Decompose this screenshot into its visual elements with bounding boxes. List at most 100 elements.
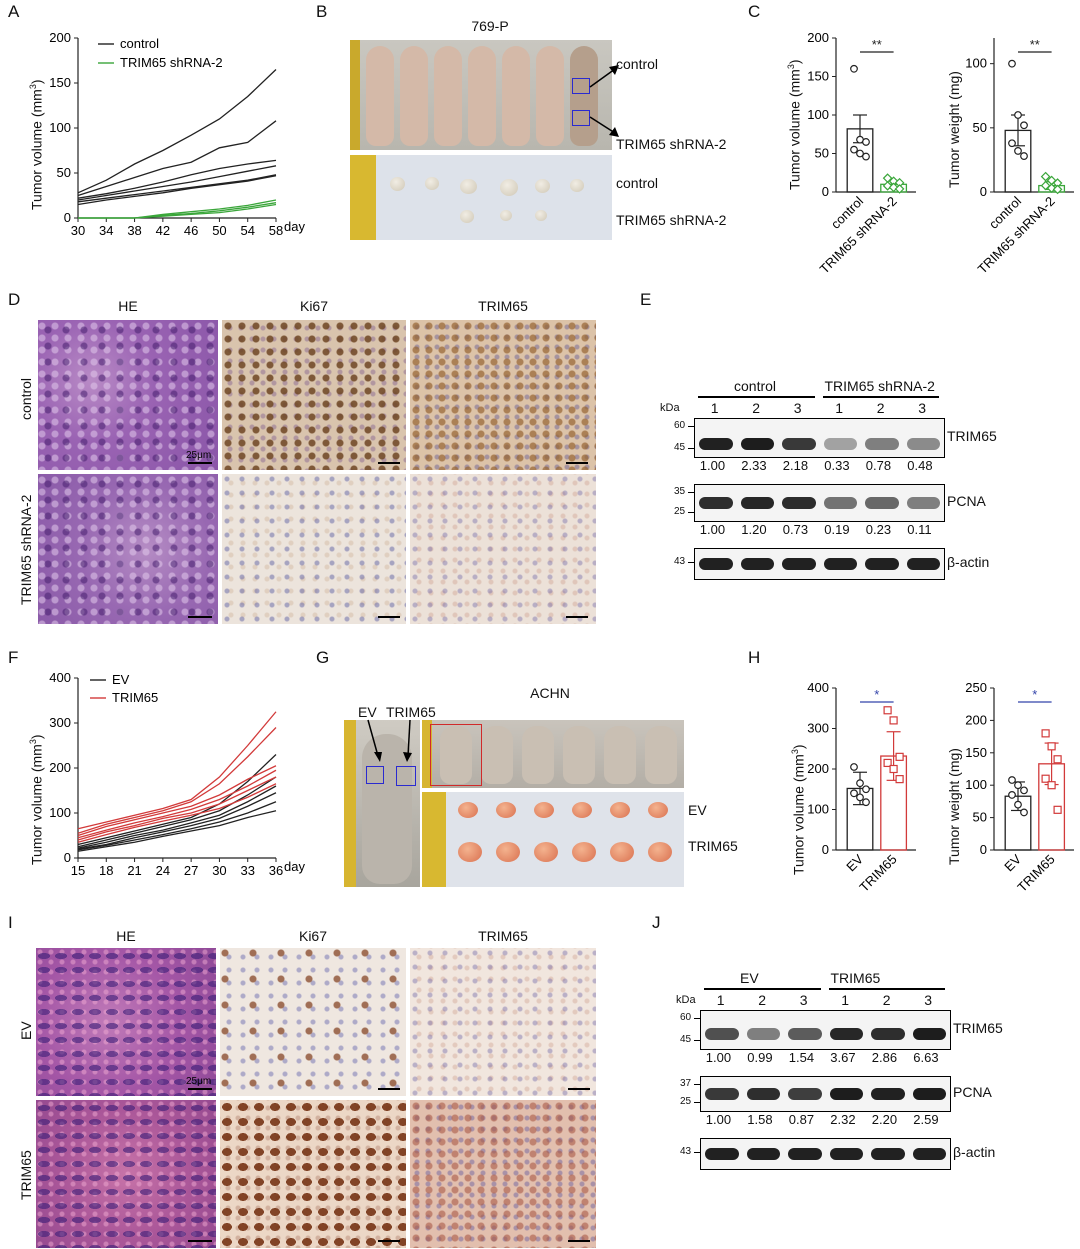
- y-tick-label: 50: [815, 146, 829, 161]
- mouse: [536, 46, 564, 146]
- data-point: [1041, 729, 1050, 738]
- panel-b-arrows: [589, 65, 619, 137]
- series-line-control: [77, 120, 277, 197]
- band: [829, 1088, 863, 1100]
- panel-d-scale-label: 25μm: [186, 450, 212, 461]
- series-line-ev: [77, 810, 277, 852]
- panel-g-row-trim: TRIM65: [688, 838, 738, 854]
- marker-label: 25: [674, 506, 686, 517]
- tumor: [496, 802, 516, 818]
- y-tick-label: 50: [973, 810, 987, 825]
- y-tick-label: 200: [49, 30, 71, 45]
- blot-name: β-actin: [953, 1144, 996, 1160]
- data-point: [1052, 184, 1063, 195]
- marker-label: 60: [680, 1012, 692, 1023]
- data-point: [1008, 59, 1016, 68]
- data-point: [1008, 791, 1016, 799]
- series-line-trim65: [77, 769, 277, 839]
- band: [699, 558, 733, 570]
- marker-tick: [694, 1102, 700, 1103]
- quantification-value: 0.23: [865, 522, 892, 537]
- panel-b-label-shrna: TRIM65 shRNA-2: [616, 136, 727, 152]
- data-point: [856, 149, 864, 158]
- mouse: [468, 46, 496, 146]
- lane-label: 1: [710, 400, 719, 416]
- series-line-ev: [77, 754, 277, 846]
- mouse: [502, 46, 530, 146]
- panel-d-col-ki67: Ki67: [299, 298, 329, 314]
- quantification-value: 6.63: [913, 1050, 939, 1065]
- marker-tick: [694, 1084, 700, 1085]
- quantification-value: 1.20: [741, 522, 767, 537]
- series-line-control: [77, 174, 277, 203]
- marker-label: 37: [680, 1078, 692, 1089]
- y-tick-label: 100: [49, 805, 71, 820]
- quantification-value: 0.73: [782, 522, 809, 537]
- tumor-box-control: [572, 78, 590, 94]
- quantification-value: 2.32: [830, 1112, 856, 1127]
- quantification-value: 1.00: [705, 1112, 732, 1127]
- y-tick-label: 400: [807, 680, 829, 695]
- data-point: [1047, 742, 1056, 751]
- marker-label: 45: [674, 442, 686, 453]
- blot-trim65: [694, 418, 945, 458]
- scale-bar: [566, 616, 588, 618]
- band: [740, 558, 774, 570]
- data-point: [850, 789, 858, 798]
- group-label: TRIM65: [830, 970, 881, 986]
- quantification-value: 0.19: [824, 522, 850, 537]
- significance-stars: **: [872, 37, 882, 52]
- data-point: [1008, 776, 1016, 784]
- tumor: [425, 177, 439, 190]
- tumor: [534, 842, 558, 862]
- group-label: control: [734, 378, 777, 394]
- band: [871, 1028, 905, 1040]
- panel-b-title: 769-P: [471, 18, 509, 34]
- marker-tick: [688, 562, 694, 563]
- tumor: [535, 179, 550, 193]
- panel-a-legend-shrna: TRIM65 shRNA-2: [120, 55, 223, 70]
- series-line-control: [77, 159, 277, 199]
- lane-label: 3: [793, 400, 802, 416]
- micrograph-he-shrna: [38, 474, 218, 624]
- band: [782, 497, 816, 509]
- panel-g-tumors-photo: [422, 792, 684, 887]
- band: [823, 558, 857, 570]
- mouse: [440, 726, 472, 784]
- band: [705, 1088, 739, 1100]
- mouse: [481, 726, 513, 784]
- data-point: [1047, 781, 1056, 790]
- marker-label: 43: [680, 1146, 692, 1157]
- band: [699, 497, 733, 509]
- group-line: [698, 396, 815, 398]
- band: [746, 1148, 780, 1160]
- scale-bar: [378, 616, 400, 618]
- lane-label: 1: [716, 992, 725, 1008]
- ruler: [422, 792, 446, 887]
- data-point: [1014, 800, 1022, 809]
- band: [782, 438, 816, 450]
- data-point: [850, 64, 858, 73]
- panel-g-title: ACHN: [530, 685, 570, 701]
- y-tick-label: 0: [64, 850, 71, 865]
- data-point: [883, 758, 892, 768]
- tumor: [610, 802, 630, 818]
- panel-g-arrow-trim: TRIM65: [386, 704, 436, 720]
- scale-bar: [188, 1240, 212, 1242]
- data-point: [862, 138, 870, 146]
- panel-g-single-mouse-photo: [344, 720, 420, 887]
- band: [740, 438, 774, 450]
- lane-label: 2: [752, 400, 761, 416]
- scale-bar: [188, 616, 212, 618]
- x-tick-label: 42: [156, 223, 170, 238]
- panel-a-chart: 0 50 100 150 200 30 34 38 42 46 50 54 58 day contro…: [49, 30, 305, 238]
- y-tick-label: 150: [807, 69, 829, 84]
- panel-b-mice-photo: [350, 40, 612, 150]
- mouse: [645, 726, 677, 784]
- data-point: [1014, 147, 1022, 155]
- y-tick-label: 300: [49, 715, 71, 730]
- panel-b-row-shrna: TRIM65 shRNA-2: [616, 212, 727, 228]
- blot-name: PCNA: [947, 493, 986, 509]
- quantification-value: 2.33: [741, 458, 767, 473]
